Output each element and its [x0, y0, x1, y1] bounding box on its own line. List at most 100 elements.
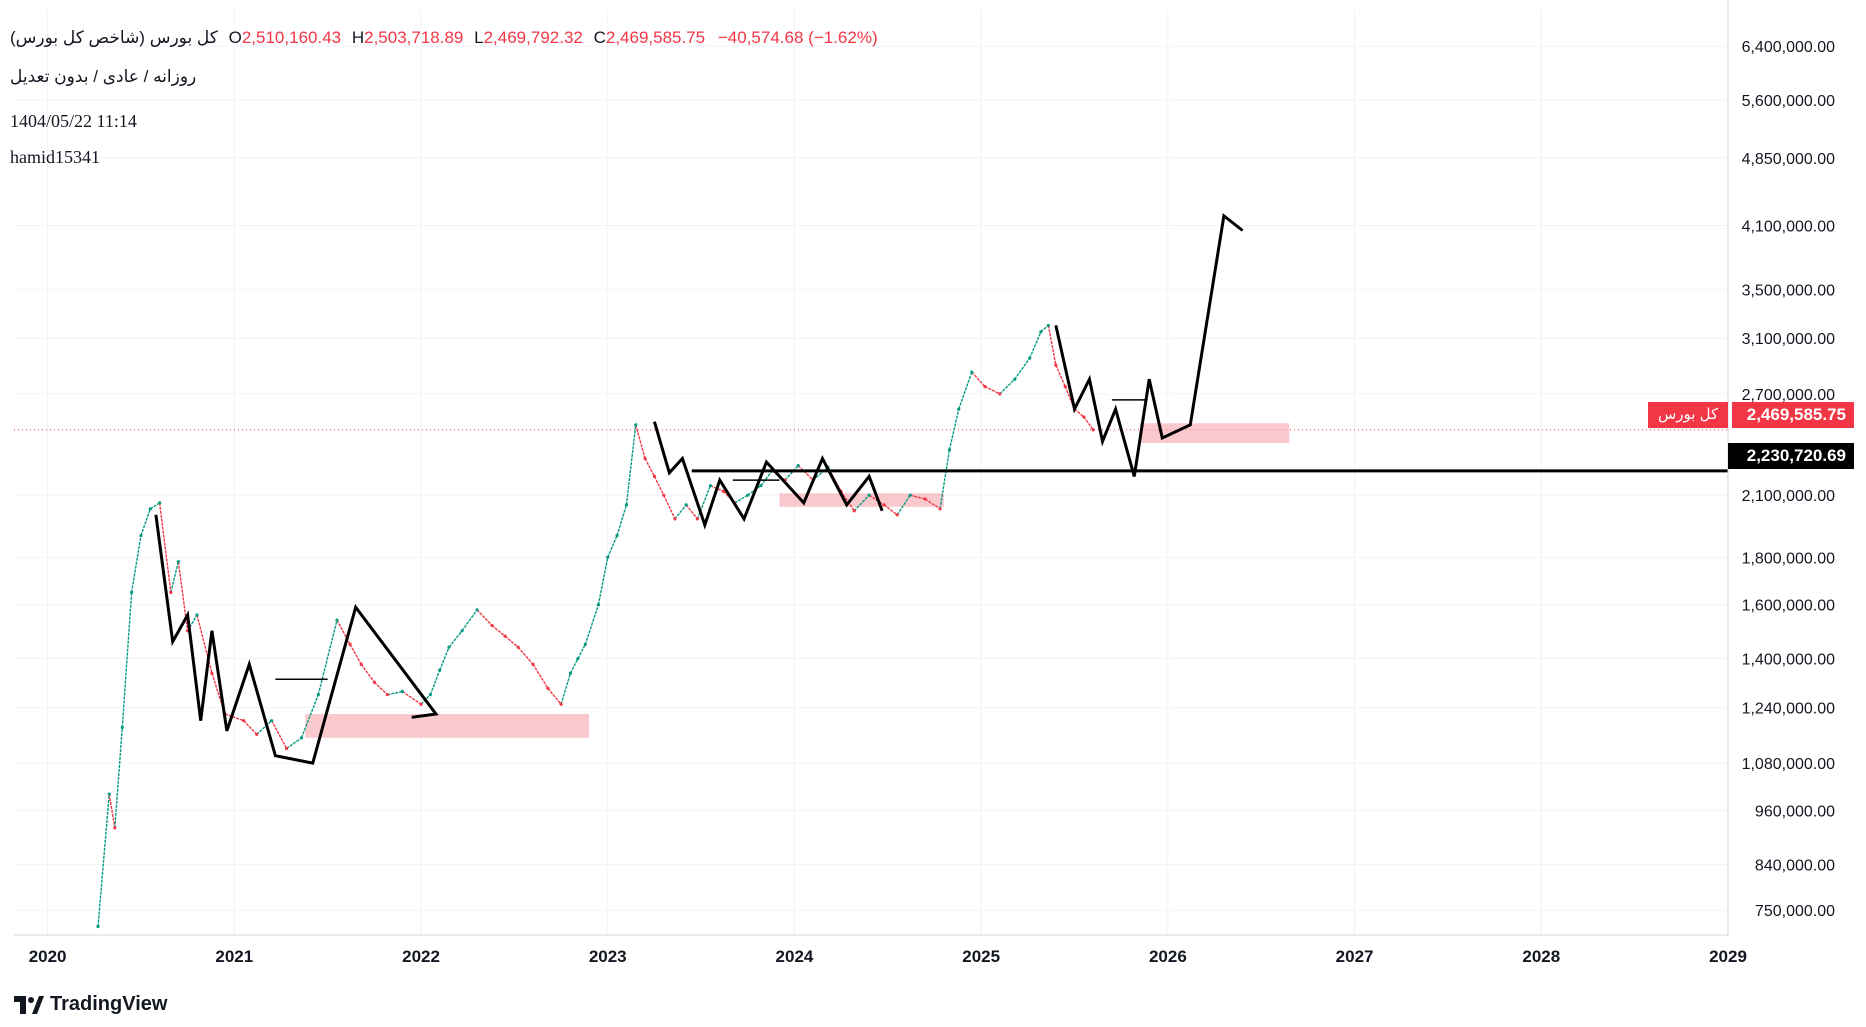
y-tick-label: 4,850,000.00 — [1742, 151, 1836, 168]
price-segment — [685, 504, 698, 520]
high-value: 2,503,718.89 — [364, 28, 464, 47]
price-point — [624, 503, 629, 507]
price-segment — [625, 424, 637, 505]
price-segment — [674, 504, 687, 520]
y-tick-label: 2,100,000.00 — [1742, 488, 1836, 505]
drawing-tools[interactable] — [154, 213, 1728, 765]
price-segment — [286, 737, 302, 750]
low-value: 2,469,792.32 — [483, 28, 583, 47]
price-segment — [999, 378, 1016, 395]
price-point — [169, 590, 173, 594]
price-point — [947, 448, 952, 452]
y-tick-label: 3,500,000.00 — [1742, 282, 1836, 299]
low-label: L — [474, 28, 484, 47]
wave-path — [154, 514, 439, 765]
price-point — [1054, 363, 1058, 367]
price-segment — [644, 458, 656, 477]
price-point — [107, 792, 111, 796]
price-segment — [476, 609, 493, 626]
price-segment — [760, 470, 773, 487]
price-point — [923, 497, 927, 501]
y-tick-label: 6,400,000.00 — [1742, 39, 1836, 56]
price-point — [242, 719, 246, 723]
price-point — [662, 493, 666, 497]
price-segment — [158, 502, 172, 593]
price-segment — [569, 658, 579, 674]
price-point — [130, 590, 134, 594]
price-segment — [121, 592, 133, 728]
price-segment — [616, 504, 628, 536]
price-segment — [797, 465, 814, 481]
price-point — [1063, 384, 1067, 389]
price-point — [400, 689, 404, 694]
price-segment — [461, 609, 478, 632]
price-point — [1028, 356, 1032, 360]
price-point — [428, 693, 432, 697]
price-point — [721, 489, 726, 493]
price-segment — [211, 672, 226, 715]
price-segment — [196, 614, 213, 674]
price-segment — [784, 465, 799, 481]
price-point — [908, 493, 912, 497]
price-point — [348, 642, 352, 647]
price-segment — [853, 494, 870, 512]
price-point — [634, 423, 638, 427]
price-point — [490, 623, 494, 628]
price-point — [615, 533, 619, 538]
price-point — [643, 456, 647, 461]
price-point — [695, 517, 699, 521]
x-tick-label: 2022 — [402, 947, 440, 966]
y-tick-label: 960,000.00 — [1755, 804, 1835, 821]
price-segment — [187, 614, 198, 632]
price-point — [568, 671, 572, 675]
price-point — [1082, 415, 1086, 419]
legend-username: hamid15341 — [10, 147, 100, 167]
y-tick-label: 3,100,000.00 — [1742, 331, 1836, 348]
x-tick-label: 2024 — [776, 947, 814, 966]
price-segment — [130, 535, 142, 593]
price-segment — [149, 502, 161, 510]
price-point — [957, 407, 961, 411]
tradingview-logo[interactable]: TradingView — [14, 993, 167, 1016]
price-point — [475, 608, 479, 612]
price-point — [1046, 323, 1050, 328]
price-point — [158, 501, 162, 505]
price-segment — [971, 371, 986, 387]
price-segment — [939, 449, 951, 509]
price-segment — [958, 371, 973, 410]
price-point — [316, 693, 320, 697]
x-tick-label: 2026 — [1149, 947, 1187, 966]
price-segment — [224, 713, 244, 722]
price-series — [96, 323, 1095, 929]
price-point — [673, 517, 677, 521]
x-tick-label: 2025 — [962, 947, 1000, 966]
demand-zone — [305, 714, 590, 738]
price-point — [148, 507, 152, 511]
x-tick-label: 2020 — [29, 947, 67, 966]
price-point — [983, 384, 987, 389]
price-point — [708, 484, 713, 488]
price-segment — [734, 494, 749, 504]
price-segment — [663, 494, 676, 520]
y-tick-label: 1,240,000.00 — [1742, 700, 1836, 717]
legend-subtitle: روزانه / عادی / بدون تعدیل — [10, 67, 197, 86]
price-point — [652, 474, 657, 479]
price-segment — [948, 408, 960, 450]
price-segment — [349, 644, 362, 665]
price-point — [559, 702, 563, 706]
price-point — [531, 662, 535, 666]
x-tick-label: 2023 — [589, 947, 627, 966]
price-point — [596, 603, 601, 607]
price-point — [139, 533, 143, 538]
price-segment — [653, 476, 665, 496]
y-tick-label: 840,000.00 — [1755, 857, 1835, 874]
y-tick-label: 1,080,000.00 — [1742, 756, 1836, 773]
price-point — [606, 555, 610, 559]
open-value: 2,510,160.43 — [241, 28, 342, 47]
x-tick-label: 2027 — [1336, 947, 1374, 966]
price-point — [759, 484, 763, 488]
price-point — [852, 509, 856, 513]
price-segment — [170, 561, 179, 593]
price-point — [867, 493, 871, 497]
